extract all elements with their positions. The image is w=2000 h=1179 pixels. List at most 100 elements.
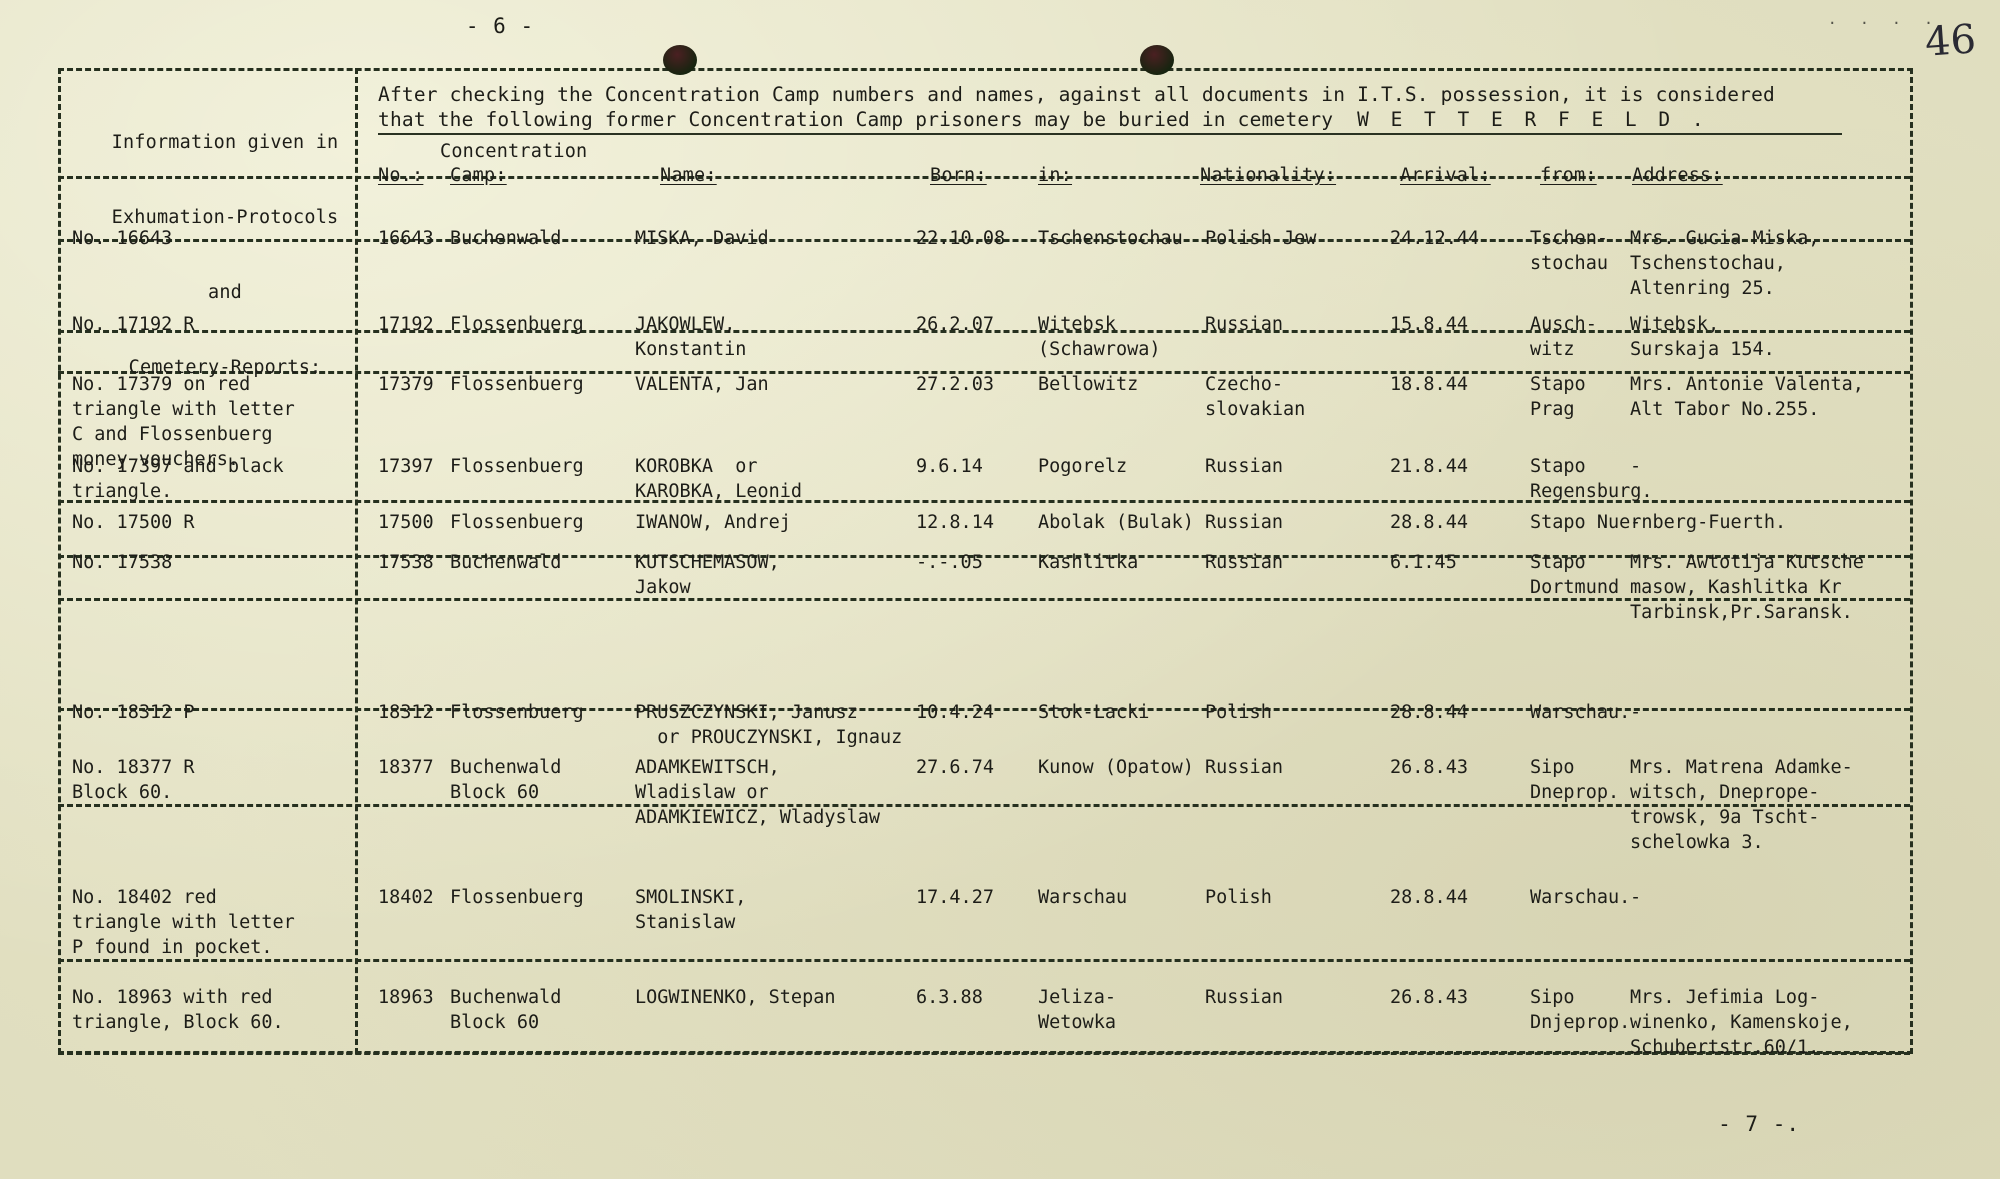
cell-nationality: Polish [1205, 887, 1272, 908]
protocol-header-line: and [207, 282, 242, 303]
cell-no: 18312 [378, 702, 434, 723]
cell-protocol: No. 18377 R [72, 757, 195, 778]
cell-protocol: No. 17538 [72, 552, 173, 573]
cell-from: witz [1530, 339, 1575, 360]
cell-born: 27.6.74 [916, 757, 994, 778]
table-border-right [1910, 68, 1913, 1054]
cell-protocol: No. 18402 red [72, 887, 217, 908]
cell-born: 26.2.07 [916, 314, 994, 335]
cell-name: IWANOW, Andrej [635, 512, 791, 533]
cell-name: LOGWINENKO, Stepan [635, 987, 836, 1008]
cell-nationality: Polish Jew [1205, 228, 1317, 249]
cell-from: Warschau. [1530, 887, 1631, 908]
cell-protocol: triangle. [72, 481, 173, 502]
cell-address: winenko, Kamenskoje, [1630, 1012, 1853, 1033]
row-separator [58, 959, 1910, 962]
column-header-address: Address: [1632, 165, 1723, 186]
column-header-nationality: Nationality: [1200, 165, 1337, 186]
cell-from: Stapo [1530, 374, 1586, 395]
punch-hole-right-icon [1140, 45, 1174, 75]
cell-camp: Flossenbuerg [450, 374, 584, 395]
cell-nationality: Russian [1205, 552, 1283, 573]
cell-address: - [1630, 456, 1642, 477]
cell-arrival: 28.8.44 [1390, 512, 1468, 533]
row-separator [58, 804, 1910, 807]
intro-line-1: After checking the Concentration Camp nu… [378, 83, 1775, 106]
cell-name: ADAMKIEWICZ, Wladyslaw [635, 807, 881, 828]
cell-arrival: 6.1.45 [1390, 552, 1457, 573]
cell-protocol: No. 17379 on red [72, 374, 251, 395]
table-row [58, 538, 1913, 539]
cell-name: Wladislaw or [635, 782, 769, 803]
cell-nationality: slovakian [1205, 399, 1306, 420]
cell-address: Tarbinsk,Pr.Saransk. [1630, 602, 1853, 623]
cell-in: Witebsk [1038, 314, 1116, 335]
cell-camp: Buchenwald [450, 987, 562, 1008]
cell-name: PRUSZCZYNSKI, Janusz [635, 702, 858, 723]
archive-stamp-number: 46 [1923, 16, 1978, 66]
cell-name: KOROBKA or [635, 456, 758, 477]
cell-camp: Flossenbuerg [450, 314, 584, 335]
table-border-top [58, 68, 1913, 71]
cell-name: JAKOWLEW, [635, 314, 736, 335]
intro-line-2: that the following former Concentration … [378, 107, 1709, 132]
intro-line-2-text: that the following former Concentration … [378, 108, 1334, 131]
row-separator [58, 371, 1910, 374]
row-separator [58, 555, 1910, 558]
table-row [58, 442, 1913, 443]
table-row [58, 873, 1913, 874]
cell-in: Pogorelz [1038, 456, 1128, 477]
cell-address: Mrs. Gucia Miska, [1630, 228, 1820, 249]
cell-name: or PROUCZYNSKI, Ignauz [635, 727, 903, 748]
table-row [58, 743, 1913, 744]
cell-in: Stok-Lacki [1038, 702, 1150, 723]
cell-born: 27.2.03 [916, 374, 994, 395]
cell-in: Bellowitz [1038, 374, 1139, 395]
cell-no: 16643 [378, 228, 434, 249]
column-header-arrival: Arrival: [1400, 165, 1491, 186]
cell-in: Wetowka [1038, 1012, 1116, 1033]
cell-arrival: 15.8.44 [1390, 314, 1468, 335]
cell-address: Altenring 25. [1630, 278, 1775, 299]
cell-protocol: triangle, Block 60. [72, 1012, 284, 1033]
column-header-from: from: [1540, 165, 1597, 186]
cell-born: 10.4.24 [916, 702, 994, 723]
column-divider-protocol [355, 68, 358, 1054]
cell-address: schelowka 3. [1630, 832, 1764, 853]
cell-protocol: No. 18963 with red [72, 987, 273, 1008]
cell-from: Warschau. [1530, 702, 1631, 723]
cell-address: Mrs. Awtotija Kutsche [1630, 552, 1864, 573]
cell-camp: Block 60 [450, 1012, 540, 1033]
cell-arrival: 24.12.44 [1390, 228, 1480, 249]
cell-name: Stanislaw [635, 912, 736, 933]
concentration-label: Concentration [440, 141, 588, 162]
page-number-top: - 6 - [465, 14, 535, 38]
cell-no: 17379 [378, 374, 434, 395]
cell-born: 9.6.14 [916, 456, 983, 477]
cell-protocol: C and Flossenbuerg [72, 424, 273, 445]
row-separator [58, 1052, 1910, 1055]
cell-in: Abolak (Bulak) [1038, 512, 1194, 533]
cell-from: stochau [1530, 253, 1608, 274]
cell-protocol: P found in pocket. [72, 937, 273, 958]
cell-nationality: Russian [1205, 512, 1283, 533]
cell-address: trowsk, 9a Tscht- [1630, 807, 1820, 828]
table-row [58, 688, 1913, 689]
cell-no: 17192 [378, 314, 434, 335]
cell-nationality: Polish [1205, 702, 1272, 723]
cell-camp: Flossenbuerg [450, 702, 584, 723]
cell-arrival: 26.8.43 [1390, 987, 1468, 1008]
protocol-header-line: Cemetery-Reports: [128, 357, 322, 378]
cell-protocol: No. 17192 R [72, 314, 195, 335]
cell-camp: Flossenbuerg [450, 512, 584, 533]
protocol-column-header: Information given in Exhumation-Protocol… [75, 80, 375, 430]
cell-address: Mrs. Antonie Valenta, [1630, 374, 1864, 395]
cell-arrival: 28.8.44 [1390, 702, 1468, 723]
cell-in: (Schawrowa) [1038, 339, 1161, 360]
cell-address: Alt Tabor No.255. [1630, 399, 1820, 420]
cell-name: Konstantin [635, 339, 747, 360]
cell-nationality: Russian [1205, 757, 1283, 778]
cell-born: 12.8.14 [916, 512, 994, 533]
cell-in: Warschau [1038, 887, 1128, 908]
